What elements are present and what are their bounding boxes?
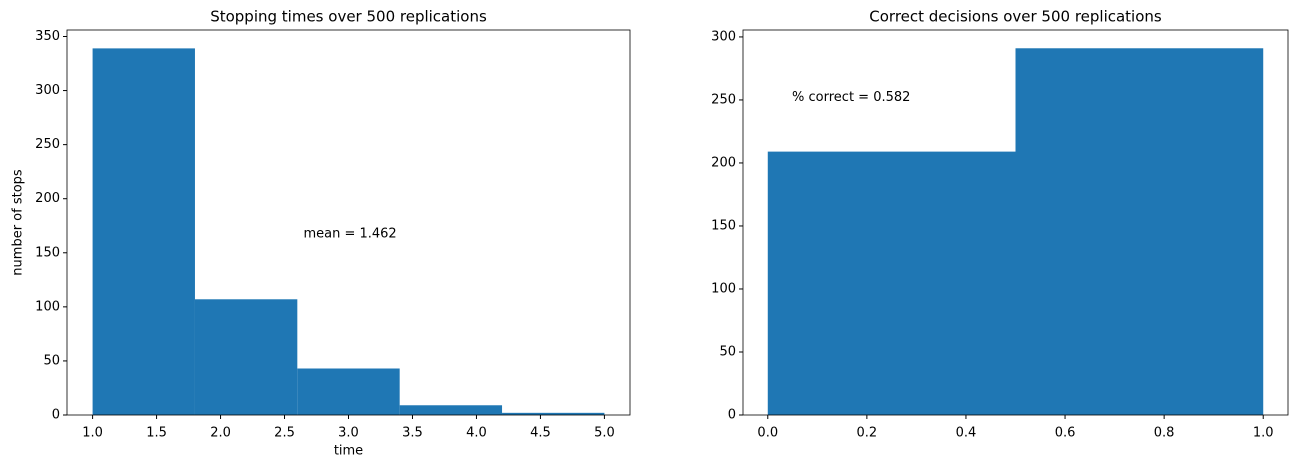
y-tick-label: 300 <box>35 83 60 98</box>
bar <box>767 151 1016 415</box>
axes-frame <box>742 29 1289 416</box>
x-tick-label: 2.0 <box>210 426 231 441</box>
x-tick-label: 1.5 <box>146 426 167 441</box>
y-tick-label: 50 <box>719 344 736 359</box>
panel: 1.0 1.5 2.0 2.5 3.0 3.5 4.0 4.5 5.0 0 50 100 150 200 2… <box>11 8 631 459</box>
y-tick-label: 200 <box>711 155 736 170</box>
y-tick-label: 100 <box>711 281 736 296</box>
bar <box>502 412 605 415</box>
x-tick-label: 0.2 <box>857 426 878 441</box>
y-tick-label: 100 <box>35 299 60 314</box>
y-tick-label: 250 <box>35 137 60 152</box>
bar <box>194 299 298 415</box>
x-tick-label: 0.8 <box>1154 426 1175 441</box>
y-tick-label: 0 <box>52 408 60 423</box>
bar <box>399 405 503 415</box>
x-tick-label: 4.5 <box>530 426 551 441</box>
x-tick-label: 0.4 <box>956 426 977 441</box>
x-tick-label: 0.6 <box>1055 426 1076 441</box>
chart-title: Stopping times over 500 replications <box>210 8 487 26</box>
bar <box>92 48 195 416</box>
bar <box>1015 48 1264 416</box>
x-tick-label: 4.0 <box>466 426 487 441</box>
x-tick-label: 3.0 <box>338 426 359 441</box>
y-tick-label: 300 <box>711 29 736 44</box>
x-tick-label: 3.5 <box>402 426 423 441</box>
y-tick-label: 250 <box>711 92 736 107</box>
x-tick-label: 5.0 <box>594 426 615 441</box>
x-tick-label: 1.0 <box>82 426 103 441</box>
y-tick-label: 350 <box>35 29 60 44</box>
panel: 0.0 0.2 0.4 0.6 0.8 1.0 0 50 100 150 200 250 300 Corr… <box>711 8 1289 441</box>
annotation: % correct = 0.582 <box>792 90 910 105</box>
chart-title: Correct decisions over 500 replications <box>869 8 1162 26</box>
y-axis-label: number of stops <box>11 169 26 276</box>
x-tick-label: 2.5 <box>274 426 295 441</box>
y-tick-label: 0 <box>728 408 736 423</box>
y-tick-label: 150 <box>711 218 736 233</box>
x-tick-label: 0.0 <box>757 426 778 441</box>
x-axis-label: time <box>334 444 363 459</box>
y-tick-label: 50 <box>43 353 60 368</box>
y-tick-label: 150 <box>35 245 60 260</box>
annotation: mean = 1.462 <box>303 227 396 242</box>
bar <box>297 368 400 415</box>
x-tick-label: 1.0 <box>1253 426 1274 441</box>
y-tick-label: 200 <box>35 191 60 206</box>
